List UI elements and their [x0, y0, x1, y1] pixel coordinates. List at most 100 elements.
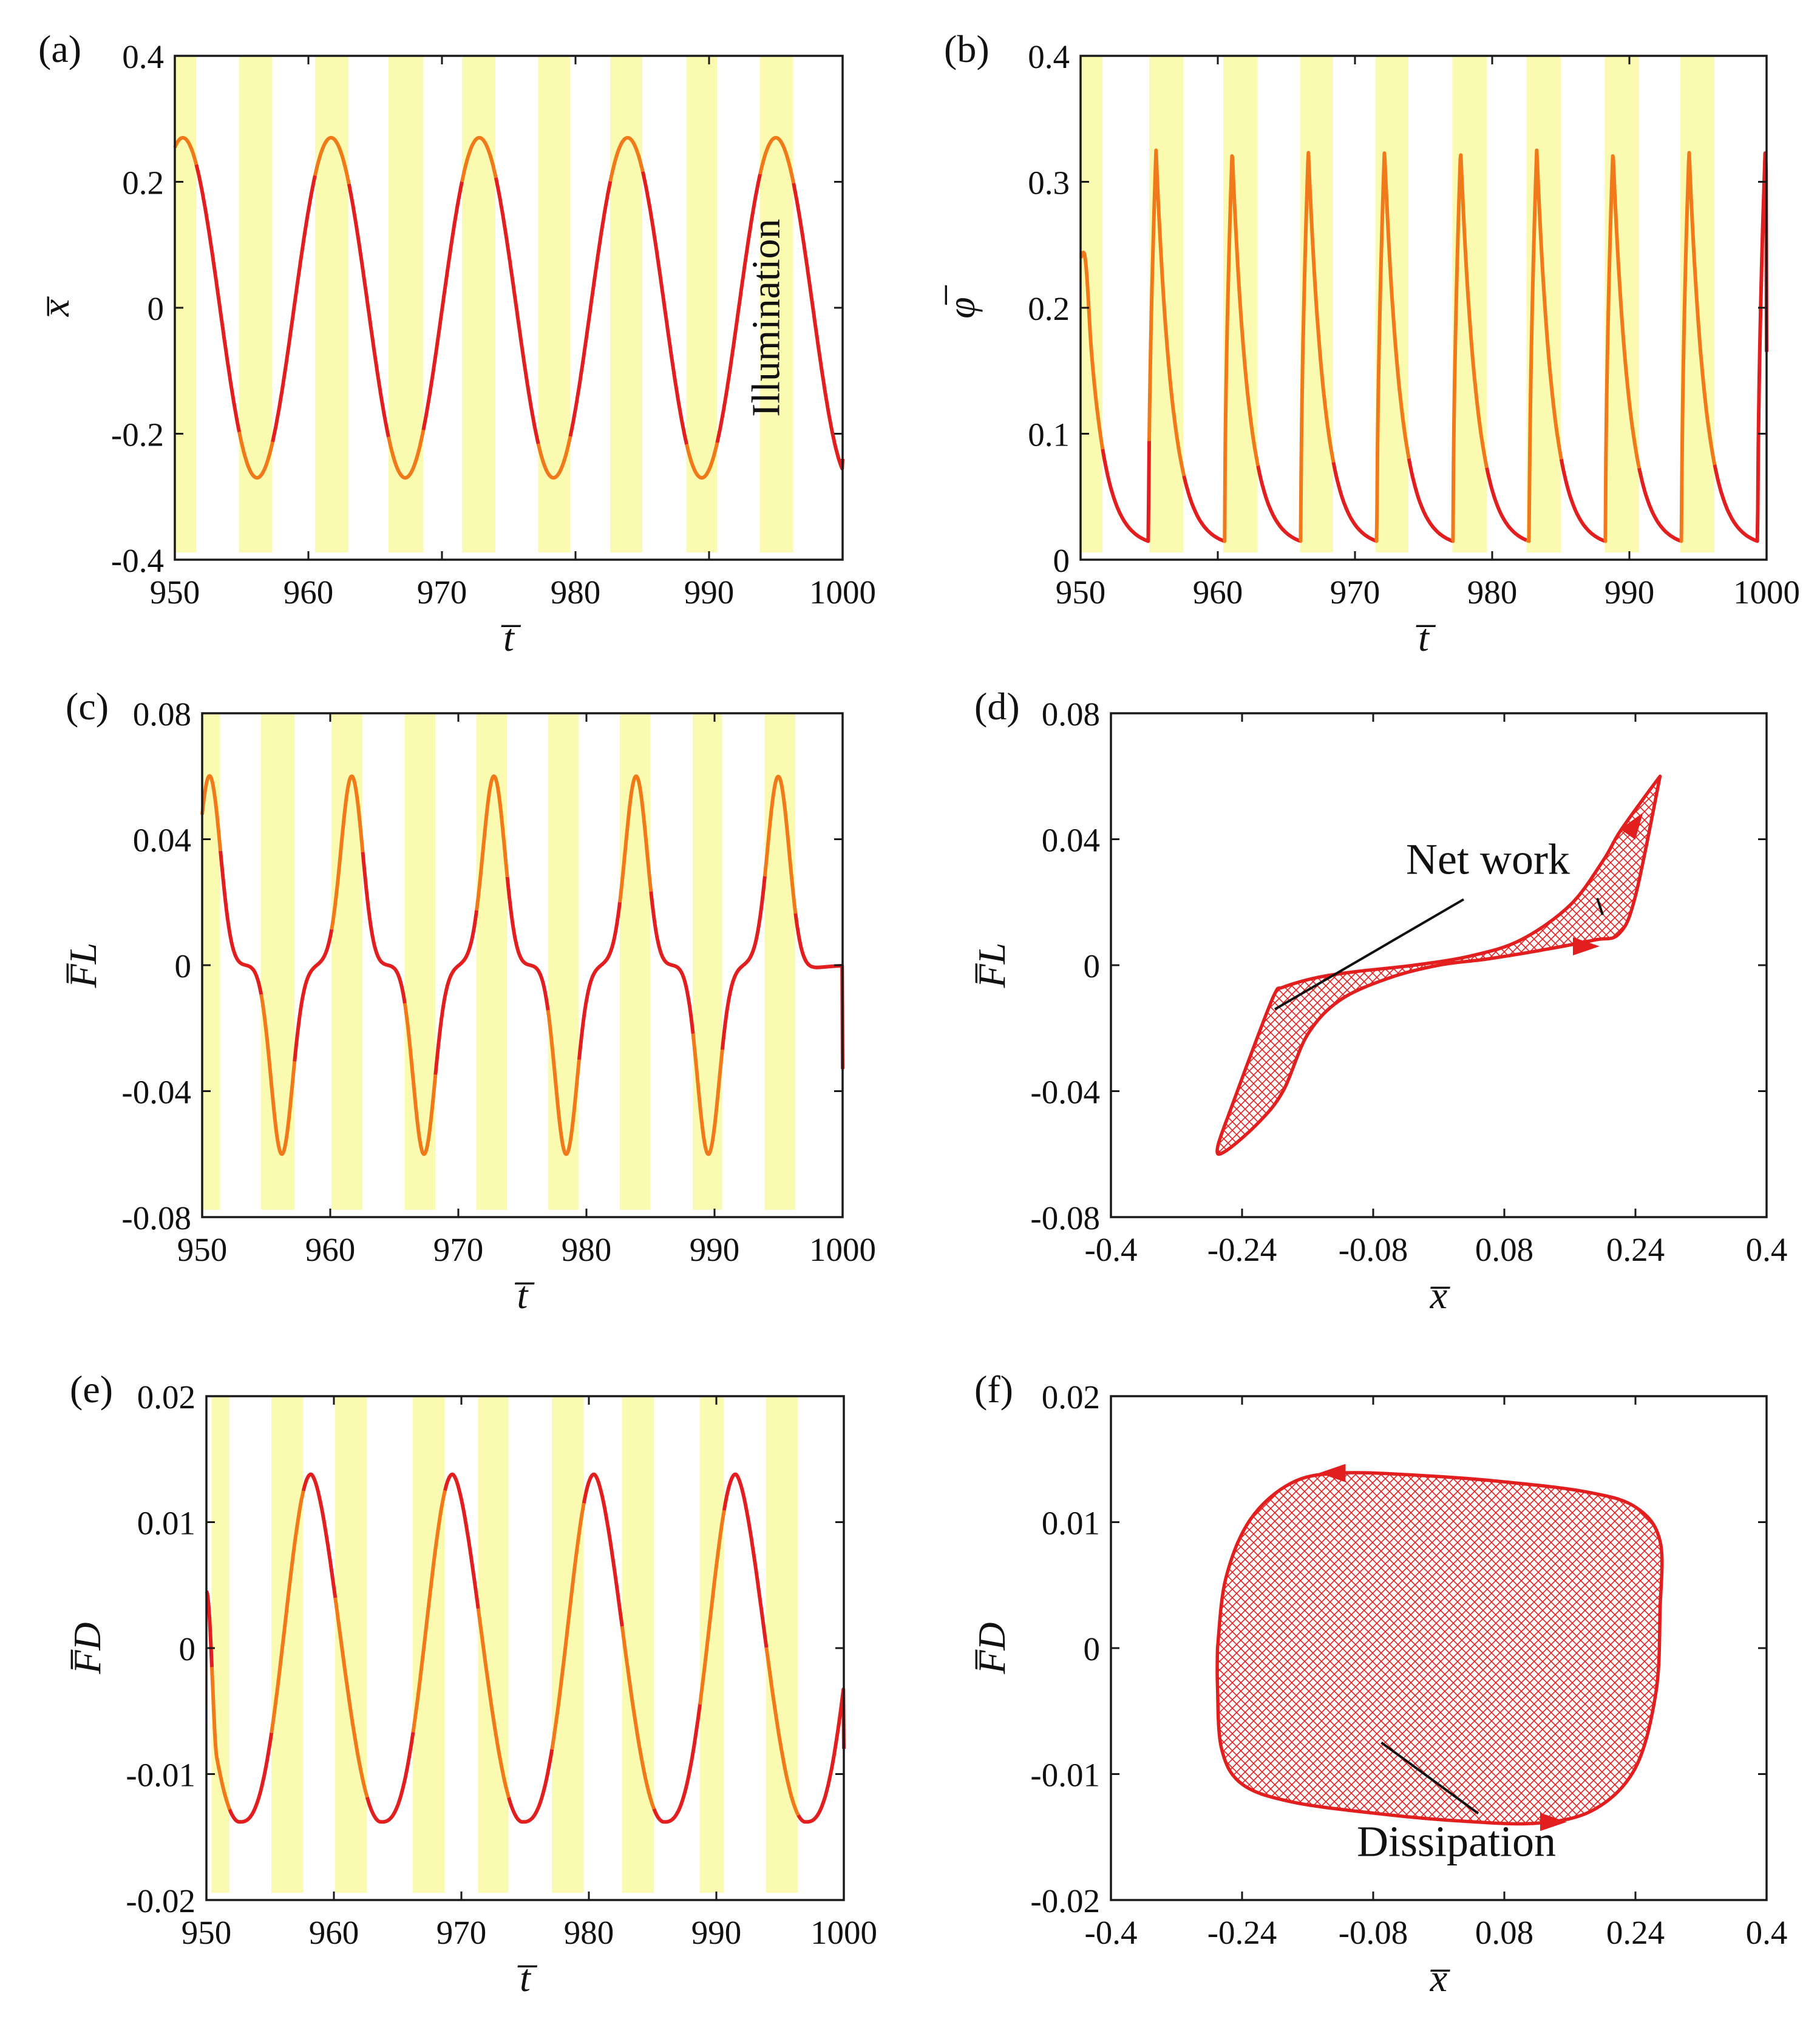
series-line-segment [1299, 151, 1336, 543]
panel-d: Net work -0.4 -0.24 -0.08 0.08 0.24 0.4 -0.08 -0… [970, 685, 1787, 1317]
series-line-segment [494, 177, 540, 444]
x-tick-label: 980 [1467, 574, 1518, 611]
y-axis-label: φ̅ [940, 285, 983, 318]
illumination-band [476, 713, 508, 1210]
y-tick-label: 0.08 [1042, 696, 1100, 733]
series-line-segment [293, 929, 334, 1062]
series-line-segment [608, 135, 645, 182]
series-line-segment [582, 1472, 624, 1627]
y-tick-label: -0.04 [121, 1074, 191, 1111]
x-tick-label: 980 [564, 1914, 614, 1951]
x-tick-label: -0.4 [1084, 1914, 1137, 1951]
series-line-segment [476, 1608, 511, 1799]
x-tick-label: 0.4 [1746, 1914, 1788, 1951]
series-line-segment [313, 135, 351, 185]
y-tick-label: 0.1 [1028, 416, 1070, 453]
x-tick-label: 960 [305, 1231, 356, 1268]
illumination-band [693, 713, 722, 1210]
y-axis-label: F̅L [970, 943, 1013, 989]
series-line-segment [301, 1472, 338, 1598]
x-axis-label: x̅ [1430, 1956, 1451, 2000]
x-tick-label: 990 [690, 1231, 740, 1268]
panel-label: (a) [38, 27, 81, 70]
y-tick-label: -0.4 [111, 542, 164, 579]
x-tick-label: 0.24 [1606, 1914, 1665, 1951]
x-tick-label: 990 [1604, 574, 1655, 611]
direction-arrow-icon [1540, 1813, 1567, 1831]
series-line-segment [507, 1749, 554, 1824]
series-line-segment [550, 1502, 586, 1750]
series-line-segment [361, 852, 407, 1004]
annotation-pointer [1596, 897, 1604, 915]
direction-arrow-icon [1319, 1464, 1346, 1482]
illumination-band [552, 1396, 584, 1893]
series-line-segment [649, 891, 695, 1034]
panel-f: Dissipation -0.4 -0.24 -0.08 0.08 0.24 0.4 -0.0… [970, 1368, 1787, 2000]
y-tick-label: -0.02 [126, 1882, 195, 1919]
series-line-segment [1407, 458, 1454, 543]
series-line-segment [1374, 151, 1411, 543]
illumination-band [413, 1396, 445, 1893]
y-tick-label: 0 [175, 948, 192, 985]
illumination-band [766, 1396, 798, 1893]
illumination-band [538, 56, 571, 552]
x-tick-label: 990 [684, 574, 735, 611]
hysteresis-loop [1215, 775, 1662, 1156]
y-axis-label: x̅ [34, 296, 77, 317]
x-tick-label: 1000 [809, 574, 876, 611]
x-axis-label: t̅ [1415, 616, 1436, 659]
x-tick-label: 1000 [1733, 574, 1800, 611]
y-tick-label: -0.02 [1030, 1882, 1100, 1919]
hysteresis-loop [1215, 1471, 1664, 1826]
series-line-segment [618, 774, 653, 903]
series-line-segment [762, 775, 798, 914]
series-line-segment [1101, 441, 1151, 543]
series-line-segment [237, 431, 275, 480]
y-tick-label: -0.08 [1030, 1200, 1100, 1237]
y-tick-label: -0.08 [121, 1200, 191, 1237]
panel-a: 950 960 970 980 990 1000 -0.4 -0.2 0 0.2 0.4 (a) t̅ x… [34, 27, 876, 659]
illumination-band [619, 713, 651, 1210]
x-tick-label: 990 [691, 1914, 742, 1951]
series-line-segment [793, 913, 844, 1070]
series-line-segment [652, 1704, 702, 1824]
series-line-segment [1079, 250, 1105, 450]
panel-label: (c) [66, 685, 109, 728]
series-line-segment [1713, 151, 1768, 543]
x-tick-label: 960 [1193, 574, 1243, 611]
x-axis-label: t̅ [514, 1274, 535, 1317]
x-tick-label: 0.08 [1475, 1231, 1533, 1268]
panel-label: (b) [944, 27, 990, 70]
series-line-segment [219, 850, 263, 995]
series-line-segment [210, 1667, 232, 1810]
y-tick-label: -0.2 [111, 416, 164, 453]
y-tick-label: -0.04 [1030, 1074, 1100, 1111]
series-line-segment [270, 1490, 305, 1734]
illumination-band [1081, 56, 1103, 552]
series-line-segment [796, 1688, 846, 1824]
y-tick-label: 0.04 [1042, 822, 1100, 859]
illumination-band [610, 56, 642, 552]
series-line-segment [546, 1010, 581, 1156]
panel-e: 950 960 970 980 990 1000 -0.02 -0.01 0 0.01 0.02 (e… [66, 1368, 877, 2000]
illumination-band [622, 1396, 654, 1893]
illumination-band [389, 56, 424, 552]
y-tick-label: 0.01 [137, 1505, 195, 1542]
y-tick-label: 0 [148, 290, 165, 327]
series-line-segment [347, 183, 390, 438]
series-line-segment [1559, 458, 1606, 543]
panel-c: 950 960 970 980 990 1000 -0.08 -0.04 0 0.04 0.08 (c… [61, 685, 876, 1317]
illumination-band [1149, 56, 1184, 552]
y-tick-label: 0.01 [1042, 1505, 1100, 1542]
illumination-band [239, 56, 273, 552]
panel-label: (d) [974, 685, 1020, 728]
x-axis-label: x̅ [1430, 1274, 1451, 1317]
x-tick-label: -0.4 [1084, 1231, 1137, 1268]
series-line-segment [173, 135, 199, 165]
x-tick-label: 970 [433, 1231, 484, 1268]
series-line-segment [720, 876, 767, 1050]
series-line-segment [1637, 467, 1682, 543]
annotation-pointer [1380, 1742, 1479, 1814]
y-tick-label: 0.4 [1028, 38, 1070, 75]
series-line-segment [333, 1597, 369, 1798]
